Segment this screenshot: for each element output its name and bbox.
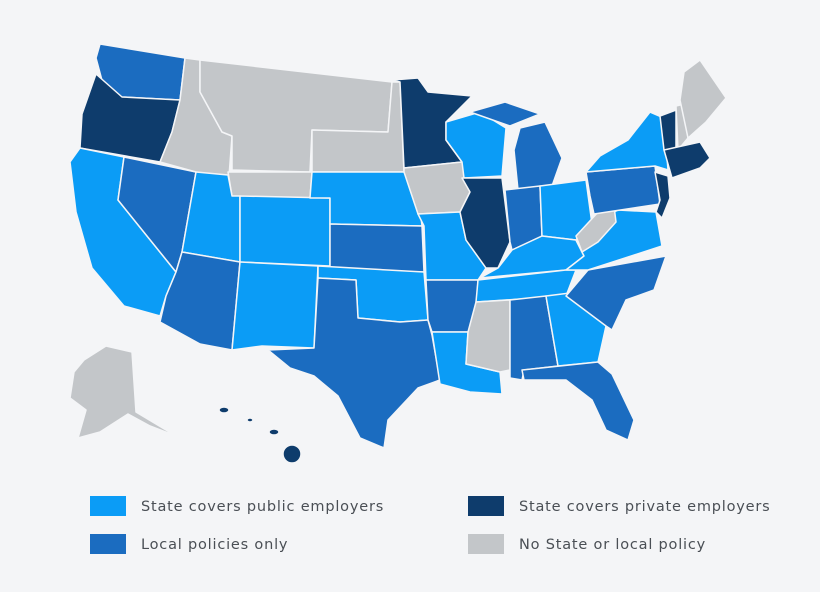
legend-swatch <box>468 496 504 516</box>
state <box>231 261 319 351</box>
state <box>679 59 727 139</box>
state <box>585 111 669 173</box>
legend-label: Local policies only <box>141 537 288 553</box>
legend-swatch <box>90 534 126 554</box>
state <box>565 255 667 331</box>
legend-label: State covers private employers <box>519 499 771 515</box>
state <box>267 277 441 449</box>
state <box>268 428 280 436</box>
us-map <box>69 43 727 464</box>
state <box>521 361 635 441</box>
state <box>475 269 577 303</box>
legend-swatch <box>90 496 126 516</box>
legend: State covers public employers State cover… <box>90 496 771 554</box>
state <box>239 195 331 267</box>
legend-label: State covers public employers <box>141 499 384 515</box>
state <box>459 177 511 269</box>
legend-swatch <box>468 534 504 554</box>
state <box>654 171 671 219</box>
state <box>218 406 230 414</box>
state <box>513 121 563 191</box>
state <box>469 101 541 127</box>
state <box>663 141 711 179</box>
state <box>246 417 254 423</box>
state <box>69 345 177 439</box>
state <box>585 165 661 215</box>
state <box>329 223 425 273</box>
state <box>227 171 313 199</box>
legend-label: No State or local policy <box>519 537 706 553</box>
state <box>282 444 302 464</box>
